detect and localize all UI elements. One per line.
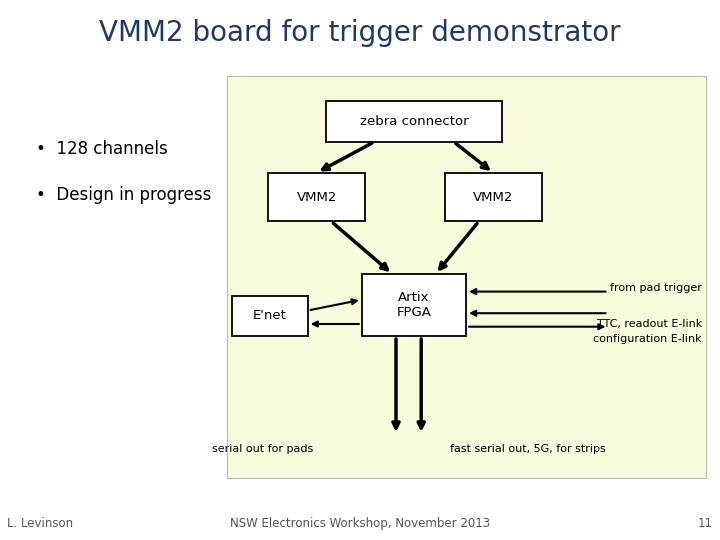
- Text: zebra connector: zebra connector: [360, 115, 468, 128]
- FancyBboxPatch shape: [227, 76, 706, 478]
- Text: •  Design in progress: • Design in progress: [36, 186, 212, 204]
- Text: VMM2: VMM2: [297, 191, 337, 204]
- Text: serial out for pads: serial out for pads: [212, 444, 313, 454]
- FancyBboxPatch shape: [325, 102, 503, 141]
- Text: Artix
FPGA: Artix FPGA: [397, 291, 431, 319]
- Text: NSW Electronics Workshop, November 2013: NSW Electronics Workshop, November 2013: [230, 517, 490, 530]
- Text: L. Levinson: L. Levinson: [7, 517, 73, 530]
- Text: 11: 11: [698, 517, 713, 530]
- Text: •  128 channels: • 128 channels: [36, 140, 168, 158]
- FancyBboxPatch shape: [361, 274, 467, 336]
- Text: configuration E-link: configuration E-link: [593, 334, 702, 344]
- Text: fast serial out, 5G, for strips: fast serial out, 5G, for strips: [450, 444, 606, 454]
- Text: VMM2 board for trigger demonstrator: VMM2 board for trigger demonstrator: [99, 19, 621, 47]
- Text: from pad trigger: from pad trigger: [610, 283, 702, 293]
- FancyBboxPatch shape: [445, 173, 542, 221]
- Text: VMM2: VMM2: [473, 191, 513, 204]
- FancyBboxPatch shape: [268, 173, 366, 221]
- FancyBboxPatch shape: [232, 296, 308, 336]
- Text: E'net: E'net: [253, 309, 287, 322]
- Text: TTC, readout E-link: TTC, readout E-link: [597, 319, 702, 329]
